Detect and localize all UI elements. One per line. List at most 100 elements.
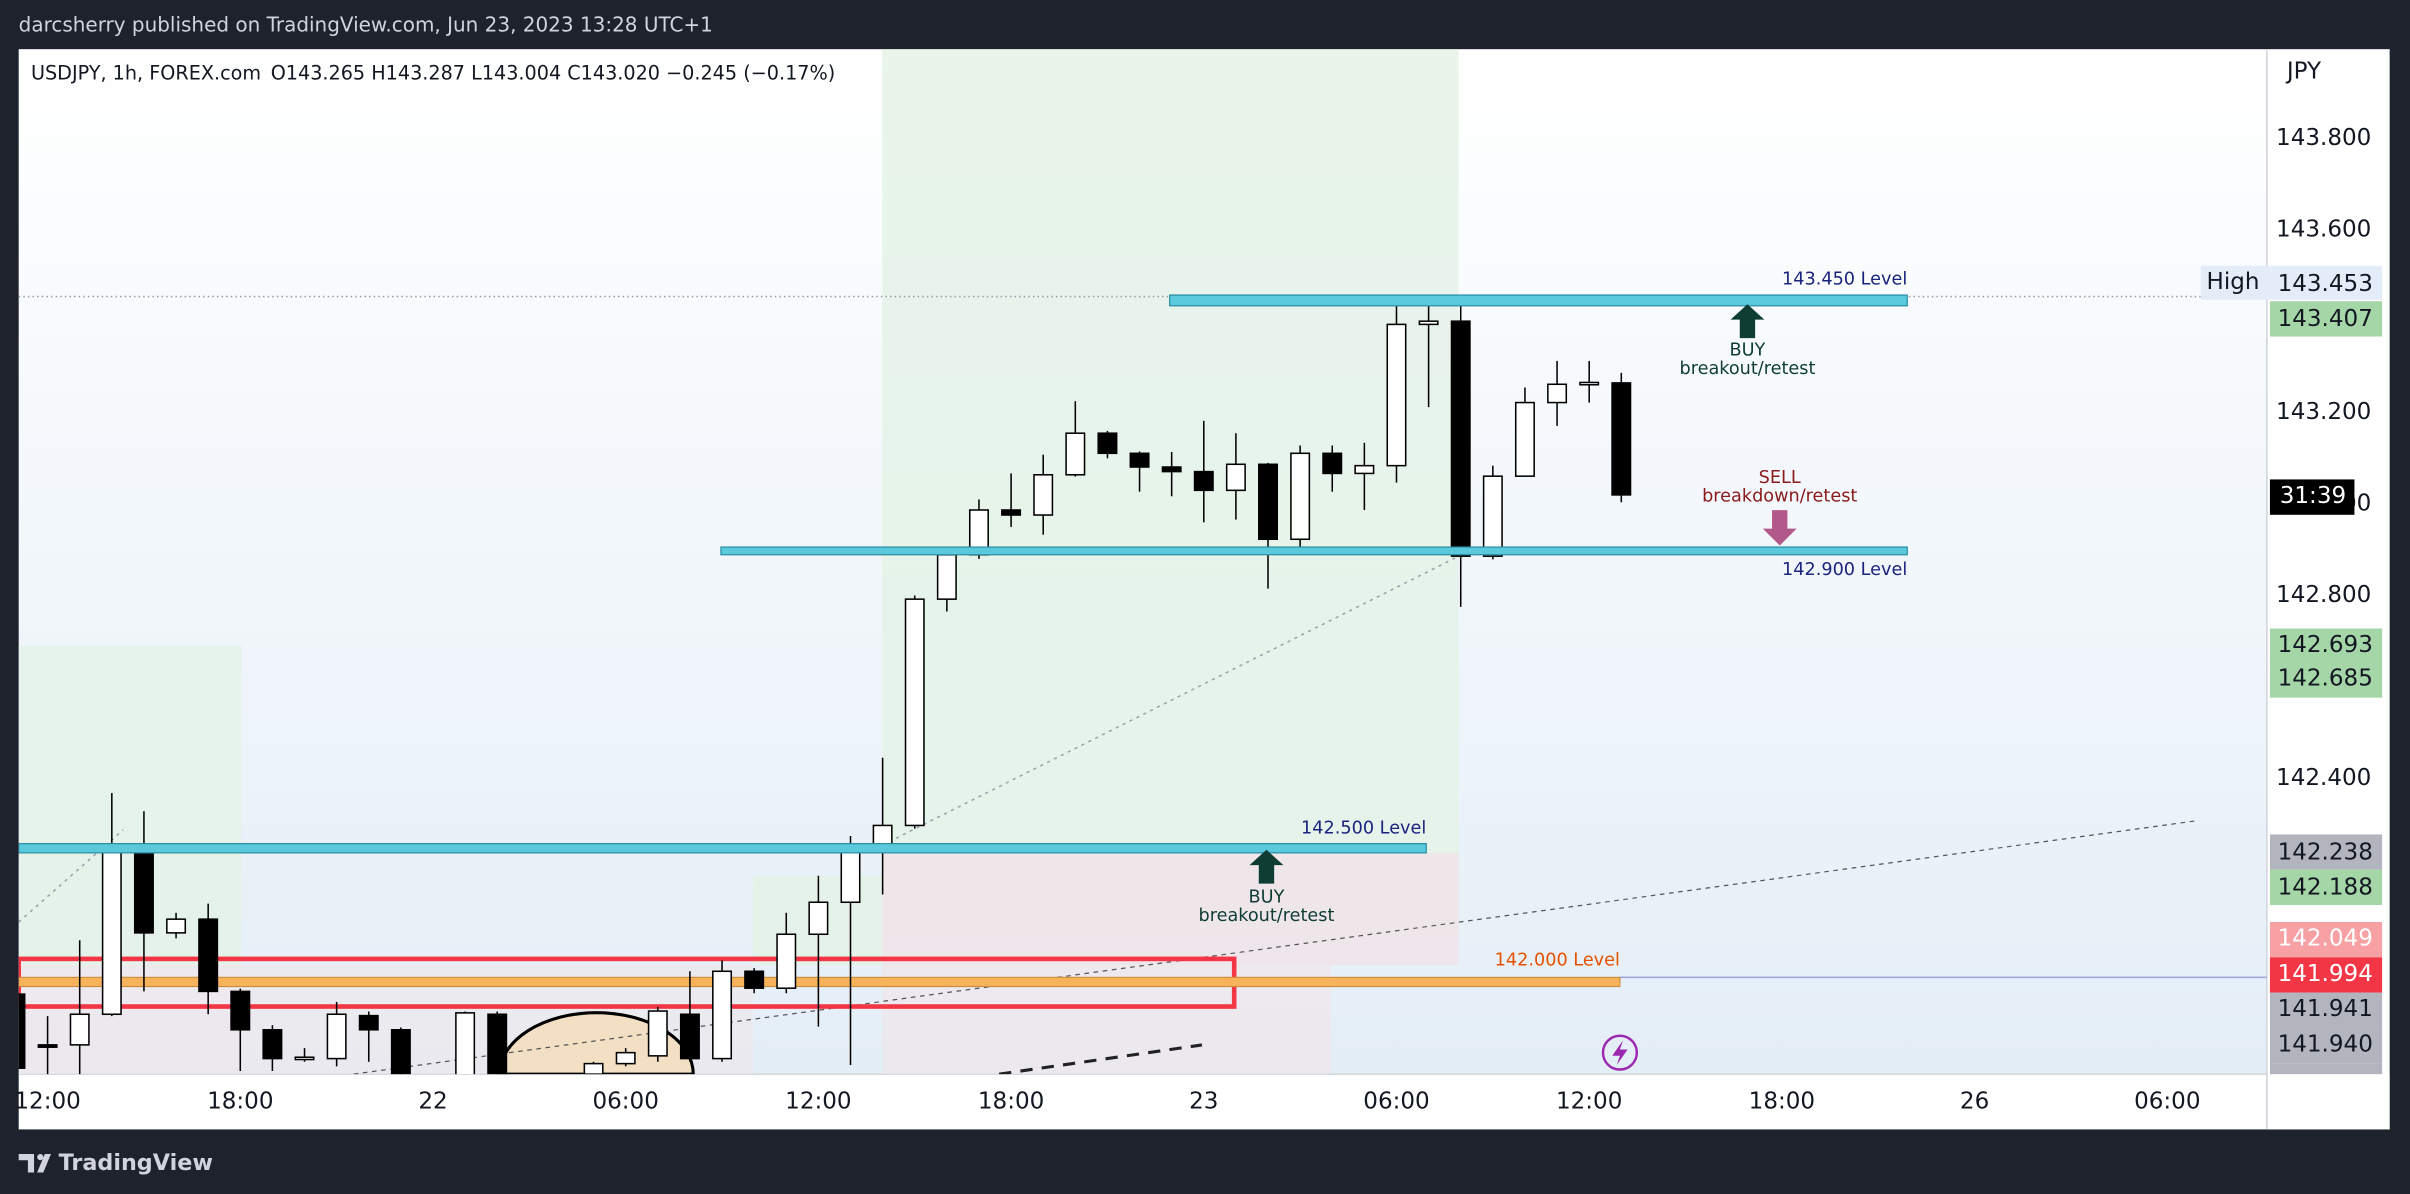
badge	[2269, 1028, 2383, 1064]
candle-body	[230, 990, 251, 1031]
event-icon	[1601, 1034, 1639, 1071]
badge	[2269, 834, 2383, 870]
long-zone	[18, 645, 242, 966]
candle-body	[198, 918, 219, 993]
candle-body	[487, 1013, 508, 1075]
x-tick-label: 12:00	[1556, 1088, 1622, 1114]
badge	[2269, 662, 2383, 698]
candle-body	[776, 933, 797, 989]
time-axis	[18, 1074, 2390, 1130]
candle-body	[808, 901, 829, 936]
high-badge	[2200, 265, 2383, 300]
badge	[2269, 957, 2383, 993]
badge-label: 142.188	[2278, 875, 2373, 901]
candle-body	[262, 1029, 283, 1060]
badge	[2269, 628, 2383, 664]
candle-body	[1001, 509, 1022, 516]
badge-label: 142.238	[2278, 839, 2373, 865]
candle-body	[1225, 463, 1246, 492]
level-band	[720, 546, 1908, 556]
candle-body	[904, 598, 925, 827]
badge	[2269, 869, 2383, 906]
candle-body	[1033, 474, 1054, 516]
candle-body	[679, 1013, 700, 1060]
badge-label: 143.407	[2278, 306, 2373, 332]
candle-body	[744, 970, 765, 989]
badge	[2269, 301, 2383, 337]
x-tick-label: 23	[1189, 1088, 1218, 1114]
badge-label: 142.049	[2278, 925, 2373, 951]
badge-label: 143.453	[2278, 271, 2373, 297]
badge-label: 142.685	[2278, 666, 2373, 692]
x-tick-label: 18:00	[1749, 1088, 1815, 1114]
buy-arrow	[1730, 304, 1765, 339]
candle-body	[1482, 475, 1503, 557]
price-badges: High 143.453 143.407 31:39 142.693 142.6…	[2200, 265, 2383, 1075]
drawings	[18, 49, 2267, 1075]
signal-note: breakout/retest	[1199, 906, 1335, 926]
symbol-label: USDJPY, 1h, FOREX.com	[31, 61, 261, 84]
x-tick-label: 26	[1960, 1088, 1989, 1114]
candle-body	[390, 1029, 411, 1075]
y-tick-label: 143.600	[2276, 216, 2371, 242]
y-tick-label: 143.200	[2276, 399, 2371, 425]
signal-action: BUY	[1249, 887, 1285, 907]
level-band	[1169, 294, 1908, 307]
candle-body	[455, 1012, 476, 1075]
candle-body	[1418, 320, 1439, 326]
candle-body	[18, 993, 26, 1069]
candle-body	[37, 1044, 58, 1048]
candle-body	[1065, 432, 1086, 476]
candle-body	[1354, 464, 1375, 475]
trend-line	[353, 819, 2198, 1075]
ohlc-label: O143.265 H143.287 L143.004 C143.020 −0.2…	[271, 61, 836, 84]
candle-body	[1322, 452, 1343, 475]
candle-body	[358, 1014, 379, 1031]
y-tick-label: 142.400	[2276, 765, 2371, 791]
candle-body	[1193, 470, 1214, 492]
currency-label: JPY	[2285, 59, 2322, 85]
candle-body	[1579, 381, 1600, 386]
candle-body	[712, 970, 733, 1060]
candle-body	[1611, 382, 1632, 496]
countdown: 31:39	[2280, 483, 2346, 509]
signal-note: breakdown/retest	[1702, 486, 1857, 506]
candle-body	[647, 1010, 668, 1057]
signal-action: BUY	[1730, 340, 1766, 360]
candle-body	[1386, 323, 1407, 467]
badge-label: 141.994	[2278, 961, 2373, 987]
x-tick-label: 12:00	[14, 1088, 80, 1114]
y-tick-label: 143.800	[2276, 125, 2371, 151]
badge	[2269, 992, 2383, 1029]
candle-body	[1258, 463, 1279, 541]
x-tick-label: 06:00	[2134, 1088, 2200, 1114]
x-ticks: 12:00 18:00 22 06:00 12:00 18:00 23 06:00 12:00 1…	[14, 1088, 2200, 1114]
candle-body	[294, 1056, 315, 1061]
x-tick-label: 18:00	[978, 1088, 1044, 1114]
candles	[18, 299, 1632, 1075]
x-tick-label: 22	[418, 1088, 447, 1114]
x-tick-label: 06:00	[1363, 1088, 1429, 1114]
signal-action: SELL	[1759, 468, 1801, 488]
candle-body	[1514, 401, 1535, 477]
candle-body	[1547, 383, 1568, 404]
countdown-badge	[2269, 479, 2355, 515]
stop-zone	[882, 852, 1459, 966]
x-tick-label: 12:00	[785, 1088, 851, 1114]
badge	[2269, 1063, 2383, 1075]
badge-label: 141.941	[2278, 996, 2373, 1022]
candle-body	[615, 1051, 636, 1065]
level-band	[18, 843, 1427, 854]
candle-body	[1290, 452, 1311, 541]
footer	[0, 1129, 2410, 1194]
high-label: High	[2207, 269, 2260, 295]
y-tick-label: 142.800	[2276, 582, 2371, 608]
level-label: 142.500 Level	[1301, 818, 1426, 838]
brand-name: TradingView	[59, 1150, 213, 1176]
candle-body	[69, 1013, 90, 1046]
brand-logo	[18, 1154, 51, 1173]
candle-body	[101, 844, 122, 1016]
candle-body	[166, 918, 187, 934]
